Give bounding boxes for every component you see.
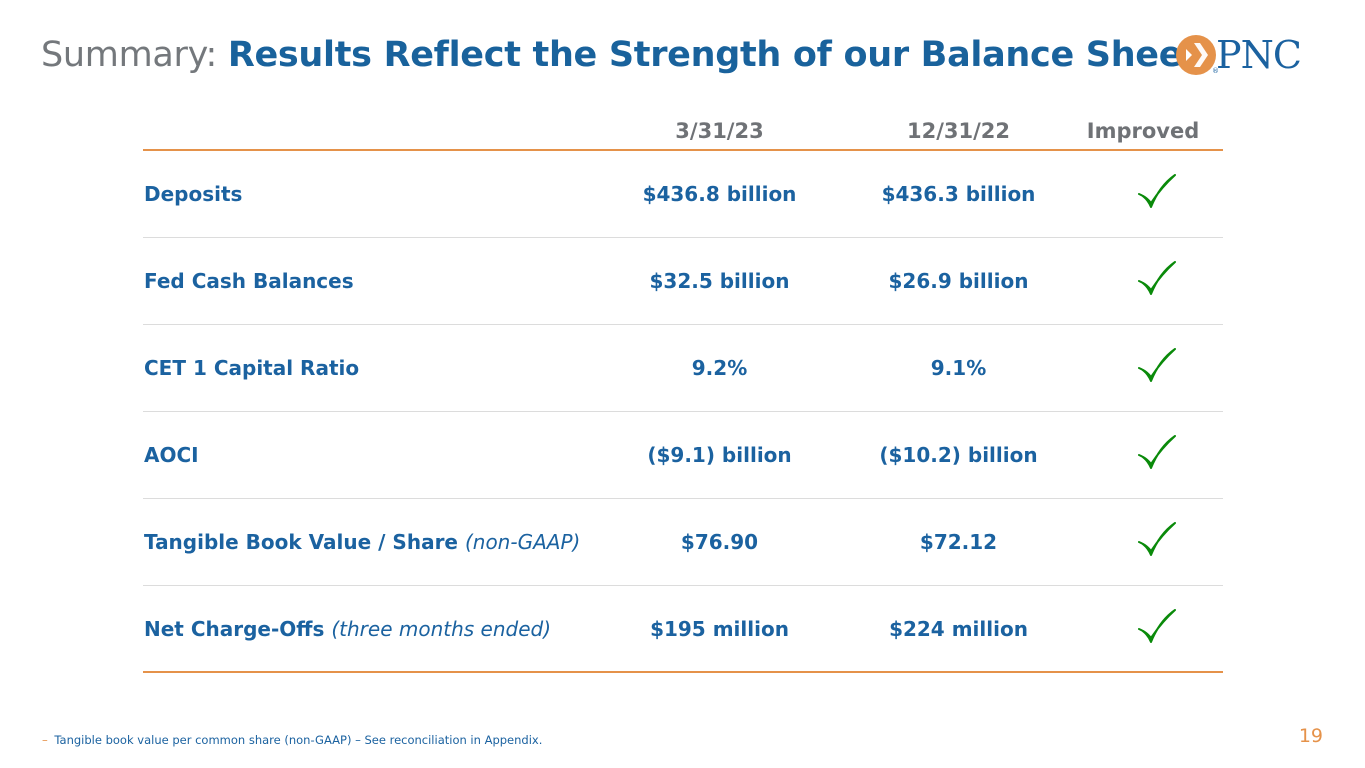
checkmark-icon — [1135, 346, 1177, 388]
logo-wordmark: PNC — [1216, 33, 1302, 77]
table-header: 3/31/23 12/31/22 Improved — [143, 104, 1223, 151]
checkmark-icon — [1135, 172, 1177, 214]
row-label: CET 1 Capital Ratio — [144, 356, 360, 380]
row-label: Net Charge-Offs (three months ended) — [144, 617, 552, 641]
row-note: (three months ended) — [331, 617, 552, 641]
summary-table: 3/31/23 12/31/22 Improved Deposits $436.… — [143, 104, 1223, 673]
checkmark-icon — [1135, 259, 1177, 301]
table-row: Net Charge-Offs (three months ended) $19… — [143, 586, 1223, 673]
table-row: Deposits $436.8 billion $436.3 billion — [143, 151, 1223, 238]
row-note: (non-GAAP) — [464, 530, 581, 554]
footnote: – Tangible book value per common share (… — [42, 733, 542, 747]
value-12-31-22: $224 million — [889, 617, 1028, 641]
value-3-31-23: $32.5 billion — [649, 269, 790, 293]
checkmark-icon — [1135, 607, 1177, 649]
value-3-31-23: $436.8 billion — [642, 182, 797, 206]
checkmark-icon — [1135, 433, 1177, 475]
table-row: Fed Cash Balances $32.5 billion $26.9 bi… — [143, 238, 1223, 325]
page-number: 19 — [1298, 725, 1323, 747]
column-header-12-31-22: 12/31/22 — [906, 119, 1010, 143]
footnote-dash: – — [42, 733, 48, 747]
title-prefix: Summary: — [41, 35, 217, 75]
table-row: AOCI ($9.1) billion ($10.2) billion — [143, 412, 1223, 499]
column-header-improved: Improved — [1086, 119, 1200, 143]
value-3-31-23: ($9.1) billion — [647, 443, 792, 467]
value-3-31-23: 9.2% — [691, 356, 748, 380]
value-12-31-22: $436.3 billion — [881, 182, 1036, 206]
page-title: Summary: Results Reflect the Strength of… — [41, 30, 1199, 80]
value-12-31-22: ($10.2) billion — [879, 443, 1038, 467]
value-12-31-22: $26.9 billion — [888, 269, 1029, 293]
row-label: Fed Cash Balances — [144, 269, 354, 293]
pnc-logo: ® PNC — [1174, 31, 1330, 79]
value-3-31-23: $195 million — [650, 617, 789, 641]
title-main: Results Reflect the Strength of our Bala… — [227, 35, 1199, 75]
footnote-text: Tangible book value per common share (no… — [54, 733, 543, 747]
row-label: Tangible Book Value / Share (non-GAAP) — [144, 530, 581, 554]
column-header-3-31-23: 3/31/23 — [675, 119, 764, 143]
value-12-31-22: $72.12 — [919, 530, 998, 554]
logo-registered: ® — [1212, 67, 1219, 75]
checkmark-icon — [1135, 520, 1177, 562]
value-12-31-22: 9.1% — [930, 356, 987, 380]
row-label: Deposits — [144, 182, 243, 206]
pnc-logo-mark-icon — [1176, 35, 1216, 75]
value-3-31-23: $76.90 — [680, 530, 759, 554]
table-row: CET 1 Capital Ratio 9.2% 9.1% — [143, 325, 1223, 412]
row-label: AOCI — [144, 443, 199, 467]
table-row: Tangible Book Value / Share (non-GAAP) $… — [143, 499, 1223, 586]
